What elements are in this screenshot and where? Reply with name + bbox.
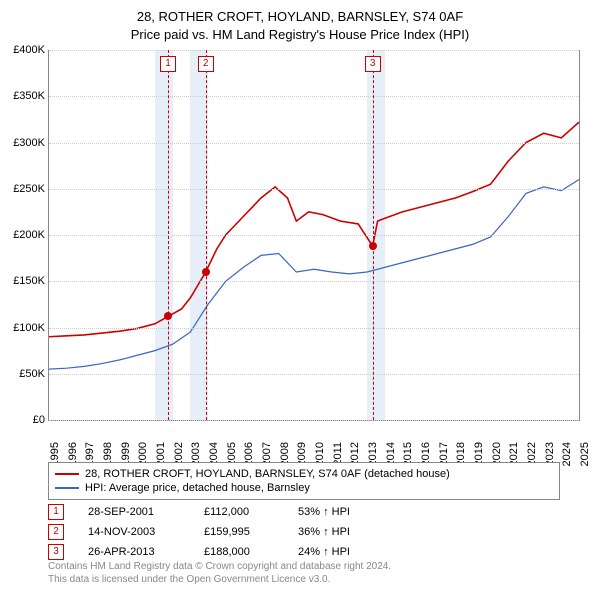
legend-swatch bbox=[55, 473, 79, 475]
chart-title: 28, ROTHER CROFT, HOYLAND, BARNSLEY, S74… bbox=[0, 0, 600, 44]
legend: 28, ROTHER CROFT, HOYLAND, BARNSLEY, S74… bbox=[48, 462, 560, 500]
footer-line-2: This data is licensed under the Open Gov… bbox=[48, 573, 391, 586]
y-tick-label: £300K bbox=[3, 137, 45, 149]
sale-marker-label: 1 bbox=[160, 56, 176, 72]
sale-price: £112,000 bbox=[204, 506, 274, 518]
y-tick-label: £350K bbox=[3, 90, 45, 102]
y-tick-label: £0 bbox=[3, 414, 45, 426]
sale-index-box: 1 bbox=[48, 504, 64, 520]
legend-label: HPI: Average price, detached house, Barn… bbox=[85, 482, 310, 494]
legend-swatch bbox=[55, 487, 79, 489]
x-tick-label: 2025 bbox=[579, 442, 591, 466]
footer-line-1: Contains HM Land Registry data © Crown c… bbox=[48, 560, 391, 573]
gridline bbox=[49, 420, 579, 421]
sale-row: 3 26-APR-2013 £188,000 24% ↑ HPI bbox=[48, 542, 388, 562]
sale-row: 1 28-SEP-2001 £112,000 53% ↑ HPI bbox=[48, 502, 388, 522]
y-tick-label: £200K bbox=[3, 229, 45, 241]
sale-marker-label: 3 bbox=[365, 56, 381, 72]
y-tick-label: £50K bbox=[3, 368, 45, 380]
footer: Contains HM Land Registry data © Crown c… bbox=[48, 560, 391, 586]
series-line bbox=[49, 122, 579, 337]
gridline bbox=[49, 50, 579, 51]
sales-table: 1 28-SEP-2001 £112,000 53% ↑ HPI 2 14-NOV-200… bbox=[48, 502, 388, 562]
sale-row: 2 14-NOV-2003 £159,995 36% ↑ HPI bbox=[48, 522, 388, 542]
chart-container: 28, ROTHER CROFT, HOYLAND, BARNSLEY, S74… bbox=[0, 0, 600, 590]
sale-index-box: 2 bbox=[48, 524, 64, 540]
title-line-1: 28, ROTHER CROFT, HOYLAND, BARNSLEY, S74… bbox=[0, 8, 600, 26]
sale-vline bbox=[206, 50, 207, 420]
sale-index-box: 3 bbox=[48, 544, 64, 560]
series-line bbox=[49, 180, 579, 370]
sale-marker-label: 2 bbox=[198, 56, 214, 72]
gridline bbox=[49, 189, 579, 190]
sale-price: £188,000 bbox=[204, 546, 274, 558]
y-tick-label: £250K bbox=[3, 183, 45, 195]
gridline bbox=[49, 328, 579, 329]
plot-area: £0£50K£100K£150K£200K£250K£300K£350K£400… bbox=[48, 50, 580, 421]
sale-marker-dot bbox=[164, 312, 172, 320]
legend-item: 28, ROTHER CROFT, HOYLAND, BARNSLEY, S74… bbox=[55, 467, 553, 481]
y-tick-label: £150K bbox=[3, 275, 45, 287]
sale-date: 28-SEP-2001 bbox=[88, 506, 180, 518]
gridline bbox=[49, 281, 579, 282]
legend-label: 28, ROTHER CROFT, HOYLAND, BARNSLEY, S74… bbox=[85, 468, 450, 480]
sale-date: 14-NOV-2003 bbox=[88, 526, 180, 538]
title-line-2: Price paid vs. HM Land Registry's House … bbox=[0, 26, 600, 44]
gridline bbox=[49, 96, 579, 97]
y-tick-label: £100K bbox=[3, 322, 45, 334]
legend-item: HPI: Average price, detached house, Barn… bbox=[55, 481, 553, 495]
sale-pct: 24% ↑ HPI bbox=[298, 546, 388, 558]
y-tick-label: £400K bbox=[3, 44, 45, 56]
sale-vline bbox=[373, 50, 374, 420]
gridline bbox=[49, 143, 579, 144]
sale-vline bbox=[168, 50, 169, 420]
gridline bbox=[49, 235, 579, 236]
x-tick-label: 2024 bbox=[561, 442, 573, 466]
sale-date: 26-APR-2013 bbox=[88, 546, 180, 558]
sale-pct: 53% ↑ HPI bbox=[298, 506, 388, 518]
gridline bbox=[49, 374, 579, 375]
sale-price: £159,995 bbox=[204, 526, 274, 538]
sale-pct: 36% ↑ HPI bbox=[298, 526, 388, 538]
sale-marker-dot bbox=[202, 268, 210, 276]
sale-marker-dot bbox=[369, 242, 377, 250]
